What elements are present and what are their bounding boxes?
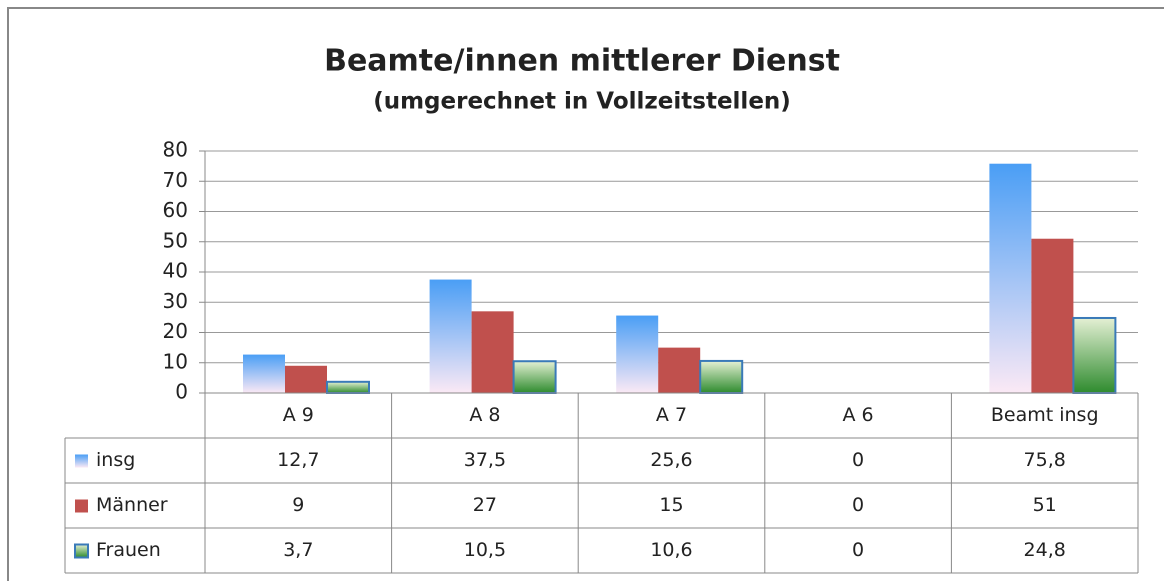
bar (243, 354, 285, 393)
table-value: 10,6 (650, 539, 692, 561)
bar (989, 163, 1032, 393)
bar (512, 360, 557, 394)
y-tick-label: 60 (163, 198, 188, 222)
y-tick-label: 30 (163, 289, 188, 313)
bar (326, 380, 370, 394)
legend-label: insg (96, 449, 135, 471)
table-value: 15 (659, 494, 683, 516)
x-tick-label: A 8 (469, 404, 500, 426)
table-value: 75,8 (1024, 449, 1066, 471)
table-value: 37,5 (464, 449, 506, 471)
y-tick-label: 0 (175, 380, 188, 404)
table-value: 0 (852, 449, 864, 471)
x-tick-label: A 9 (283, 404, 314, 426)
bar (699, 359, 744, 394)
x-tick-label: Beamt insg (991, 404, 1099, 426)
y-tick-label: 40 (163, 259, 188, 283)
legend-swatch (75, 454, 88, 468)
y-tick-label: 70 (163, 168, 188, 192)
table-value: 24,8 (1024, 539, 1066, 561)
bar (1031, 238, 1074, 393)
bar (285, 365, 327, 393)
bar (429, 279, 472, 393)
table-value: 0 (852, 494, 864, 516)
bar (471, 311, 514, 393)
legend-label: Männer (96, 494, 168, 516)
y-tick-label: 80 (163, 138, 188, 162)
bar (658, 347, 701, 393)
legend-swatch (74, 543, 89, 559)
x-tick-label: A 7 (656, 404, 687, 426)
chart-subtitle: (umgerechnet in Vollzeitstellen) (373, 89, 791, 115)
bar (1072, 316, 1117, 395)
table-value: 0 (852, 539, 864, 561)
y-tick-label: 50 (163, 228, 188, 252)
legend-swatch (75, 499, 88, 513)
table-value: 3,7 (283, 539, 313, 561)
y-tick-label: 20 (163, 319, 188, 343)
table-value: 10,5 (464, 539, 506, 561)
table-value: 9 (292, 494, 304, 516)
table-value: 25,6 (650, 449, 692, 471)
y-tick-label: 10 (163, 349, 188, 373)
legend-label: Frauen (96, 539, 161, 561)
x-tick-label: A 6 (843, 404, 874, 426)
table-value: 51 (1033, 494, 1057, 516)
chart-title: Beamte/innen mittlerer Dienst (324, 44, 840, 79)
bar (616, 315, 659, 393)
table-value: 12,7 (277, 449, 319, 471)
chart-frame (7, 7, 1164, 585)
table-value: 27 (473, 494, 497, 516)
